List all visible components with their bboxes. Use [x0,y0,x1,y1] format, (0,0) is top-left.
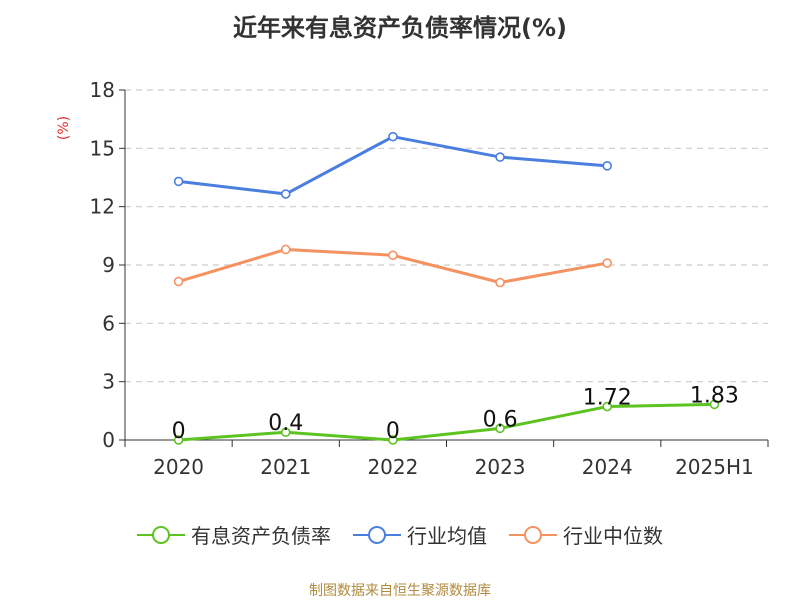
legend-item-industry-median[interactable]: 行业中位数 [509,520,663,549]
y-tick-label: 0 [102,428,115,452]
data-point-industry-median [388,250,398,261]
y-tick-label: 9 [102,253,115,277]
legend-label-interest-bearing-debt-ratio: 有息资产负债率 [191,524,331,548]
y-tick-label: 6 [102,311,115,335]
data-point-industry-average [388,131,398,142]
x-tick-label: 2024 [582,455,633,479]
data-point-industry-average [495,152,505,162]
x-tick-label: 2020 [153,455,204,479]
data-point-interest-bearing-debt-ratio [602,401,613,412]
y-tick-label: 3 [102,370,115,394]
data-point-industry-median [602,258,613,268]
data-point-industry-average [602,161,613,171]
data-label: 1.72 [583,386,632,411]
data-point-interest-bearing-debt-ratio [495,423,505,434]
data-point-industry-average [280,189,291,199]
legend-marker-interest-bearing-debt-ratio [137,525,185,544]
data-source-note: 制图数据来自恒生聚源数据库 [309,583,491,599]
x-tick-label: 2021 [260,455,311,479]
legend-item-industry-average[interactable]: 行业均值 [353,520,487,549]
series-line-interest-bearing-debt-ratio [178,402,715,442]
y-axis-label: (%) [56,116,72,140]
data-label: 0 [172,419,186,444]
data-point-interest-bearing-debt-ratio [173,435,184,445]
data-point-interest-bearing-debt-ratio [280,427,291,438]
data-point-interest-bearing-debt-ratio [709,399,720,410]
chart-title: 近年来有息资产负债率情况(%) [233,14,567,42]
legend-item-interest-bearing-debt-ratio[interactable]: 有息资产负债率 [137,520,331,549]
data-point-industry-average [173,176,184,187]
y-tick-label: 18 [90,78,115,102]
series-line-industry-average [178,135,608,196]
x-tick-label: 2022 [367,455,418,479]
y-tick-label: 12 [90,195,115,219]
x-tick-label: 2023 [475,455,526,479]
data-label: 0.4 [268,411,303,436]
data-point-industry-median [173,276,184,287]
legend: 有息资产负债率 行业均值 行业中位数 [0,520,800,549]
legend-marker-industry-median [509,525,557,544]
data-label: 1.83 [690,383,739,408]
data-point-interest-bearing-debt-ratio [388,435,398,445]
data-point-industry-median [280,244,291,255]
legend-label-industry-median: 行业中位数 [563,524,663,548]
data-label: 0.6 [483,407,518,432]
data-label: 0 [386,419,400,444]
legend-label-industry-average: 行业均值 [407,524,487,548]
data-point-industry-median [495,277,505,288]
x-tick-label: 2025H1 [675,455,754,479]
legend-marker-industry-average [353,525,401,544]
y-tick-label: 15 [90,136,115,160]
